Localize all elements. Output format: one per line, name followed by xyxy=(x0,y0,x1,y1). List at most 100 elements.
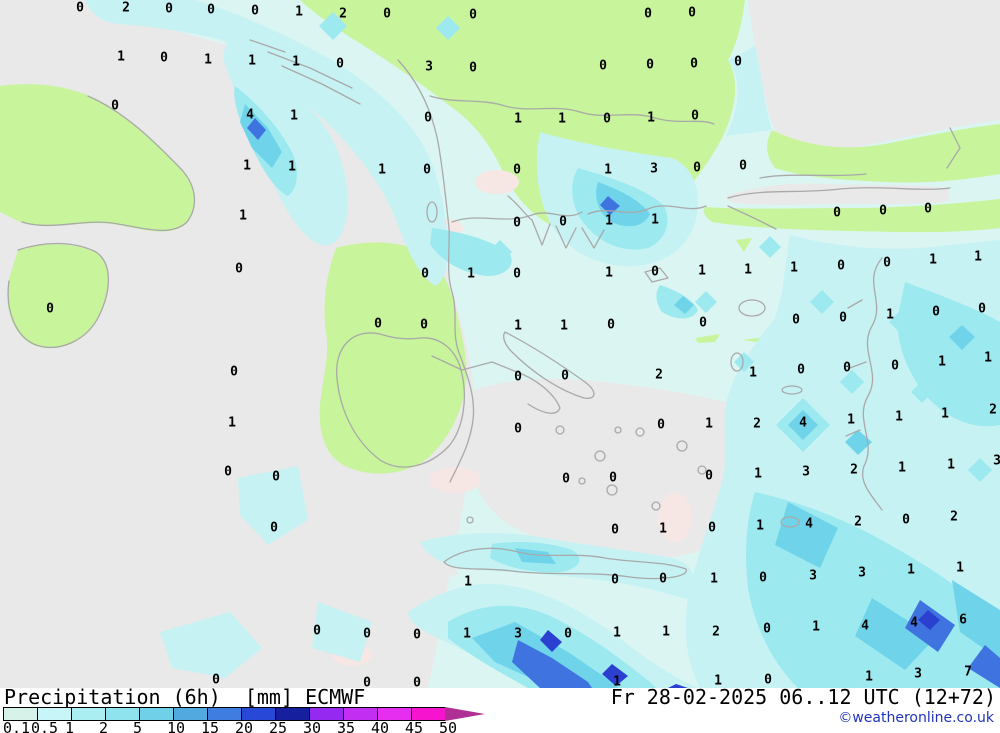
precip-value-label: 1 xyxy=(514,111,522,127)
map-title: Precipitation (6h) [mm] ECMWF xyxy=(4,685,365,709)
precip-value-label: 0 xyxy=(646,57,654,73)
precip-value-label: 0 xyxy=(272,469,280,485)
precip-value-label: 0 xyxy=(691,108,699,124)
precip-value-label: 4 xyxy=(246,107,254,123)
legend-tick-label: 20 xyxy=(235,719,254,733)
legend-color-cell xyxy=(207,707,241,721)
legend-tick-label: 30 xyxy=(303,719,322,733)
precip-value-layer: 0 2 0 0 0 1 2 0 0 0 0 1 0 1 1 1 0 3 0 0 0 0 0 0 4 1 0 1 1 0 1 0 1 1 1 0 0 1 3 0… xyxy=(46,0,1000,691)
legend-tick-label: 40 xyxy=(371,719,390,733)
precip-value-label: 0 xyxy=(363,675,371,691)
precip-value-label: 1 xyxy=(464,574,472,590)
precip-value-label: 1 xyxy=(790,260,798,276)
precip-layer xyxy=(85,0,1000,688)
precip-value-label: 0 xyxy=(644,6,652,22)
precip-value-label: 0 xyxy=(764,672,772,688)
precip-value-label: 0 xyxy=(76,0,84,16)
precip-value-label: 1 xyxy=(560,318,568,334)
legend-color-cell xyxy=(343,707,377,721)
precip-value-label: 2 xyxy=(950,509,958,525)
precip-value-label: 1 xyxy=(974,249,982,265)
product-label: Precipitation (6h) xyxy=(4,685,221,709)
precip-value-label: 0 xyxy=(336,56,344,72)
precip-value-label: 1 xyxy=(659,521,667,537)
legend-tick-label: 25 xyxy=(269,719,288,733)
precip-value-label: 0 xyxy=(423,162,431,178)
legend-color-cell xyxy=(411,707,445,721)
precip-value-label: 0 xyxy=(883,255,891,271)
precip-value-label: 0 xyxy=(651,264,659,280)
precip-value-label: 0 xyxy=(559,214,567,230)
precip-value-label: 1 xyxy=(604,162,612,178)
precip-value-label: 0 xyxy=(363,626,371,642)
precip-value-label: 0 xyxy=(469,7,477,23)
precip-value-label: 2 xyxy=(339,6,347,22)
precip-value-label: 0 xyxy=(759,570,767,586)
precip-value-label: 0 xyxy=(837,258,845,274)
precip-value-label: 0 xyxy=(611,522,619,538)
precip-value-label: 0 xyxy=(611,572,619,588)
precip-value-label: 0 xyxy=(235,261,243,277)
map-canvas xyxy=(0,0,1000,688)
precip-value-label: 0 xyxy=(705,468,713,484)
precip-value-label: 1 xyxy=(288,159,296,175)
precip-value-label: 0 xyxy=(902,512,910,528)
legend-color-cell xyxy=(275,707,309,721)
legend-color-cell xyxy=(173,707,207,721)
precip-value-label: 0 xyxy=(843,360,851,376)
precip-value-label: 1 xyxy=(117,49,125,65)
precip-value-label: 1 xyxy=(705,416,713,432)
precip-value-label: 1 xyxy=(710,571,718,587)
coastline-layer xyxy=(7,39,961,580)
legend-color-cell xyxy=(37,707,71,721)
precip-value-label: 3 xyxy=(914,666,922,682)
precip-value-label: 2 xyxy=(850,462,858,478)
precip-value-label: 1 xyxy=(243,158,251,174)
precip-value-label: 2 xyxy=(753,416,761,432)
precip-value-label: 0 xyxy=(693,160,701,176)
precip-value-label: 0 xyxy=(688,5,696,21)
precip-value-label: 1 xyxy=(929,252,937,268)
precip-value-label: 0 xyxy=(514,369,522,385)
precip-value-label: 0 xyxy=(513,162,521,178)
precip-value-label: 4 xyxy=(861,618,869,634)
precip-legend-ticks: 0.1 0.5 1 2 5 10 15 20 25 30 35 40 45 50 xyxy=(3,719,523,733)
precip-value-label: 0 xyxy=(111,98,119,114)
precip-value-label: 2 xyxy=(655,367,663,383)
precip-value-label: 1 xyxy=(290,108,298,124)
precip-value-label: 7 xyxy=(964,664,972,680)
legend-color-cell xyxy=(3,707,37,721)
precip-value-label: 0 xyxy=(797,362,805,378)
legend-tick-label: 50 xyxy=(439,719,458,733)
precip-value-label: 0 xyxy=(607,317,615,333)
legend-tick-label: 10 xyxy=(167,719,186,733)
precip-value-label: 0 xyxy=(413,627,421,643)
precip-value-label: 0 xyxy=(699,315,707,331)
precip-value-label: 0 xyxy=(413,675,421,691)
precip-value-label: 1 xyxy=(938,354,946,370)
legend-tick-label: 45 xyxy=(405,719,424,733)
precip-value-label: 4 xyxy=(910,615,918,631)
precip-value-label: 6 xyxy=(959,612,967,628)
precip-value-label: 0 xyxy=(374,316,382,332)
precip-value-label: 1 xyxy=(292,54,300,70)
precip-value-label: 0 xyxy=(833,205,841,221)
precip-value-label: 1 xyxy=(895,409,903,425)
legend-color-cell xyxy=(71,707,105,721)
precip-value-label: 1 xyxy=(865,669,873,685)
precip-value-label: 0 xyxy=(469,60,477,76)
precip-value-label: 1 xyxy=(239,208,247,224)
precip-value-label: 0 xyxy=(839,310,847,326)
precip-value-label: 0 xyxy=(564,626,572,642)
legend-color-cell xyxy=(139,707,173,721)
precip-value-label: 0 xyxy=(659,571,667,587)
precip-value-label: 1 xyxy=(651,212,659,228)
precip-value-label: 0 xyxy=(690,56,698,72)
precip-value-label: 0 xyxy=(424,110,432,126)
copyright-link[interactable]: ©weatheronline.co.uk xyxy=(838,710,994,726)
precip-value-label: 3 xyxy=(514,626,522,642)
precip-value-label: 1 xyxy=(613,625,621,641)
legend-tick-label: 1 xyxy=(65,719,75,733)
legend-color-cell xyxy=(377,707,411,721)
precip-value-label: 0 xyxy=(932,304,940,320)
